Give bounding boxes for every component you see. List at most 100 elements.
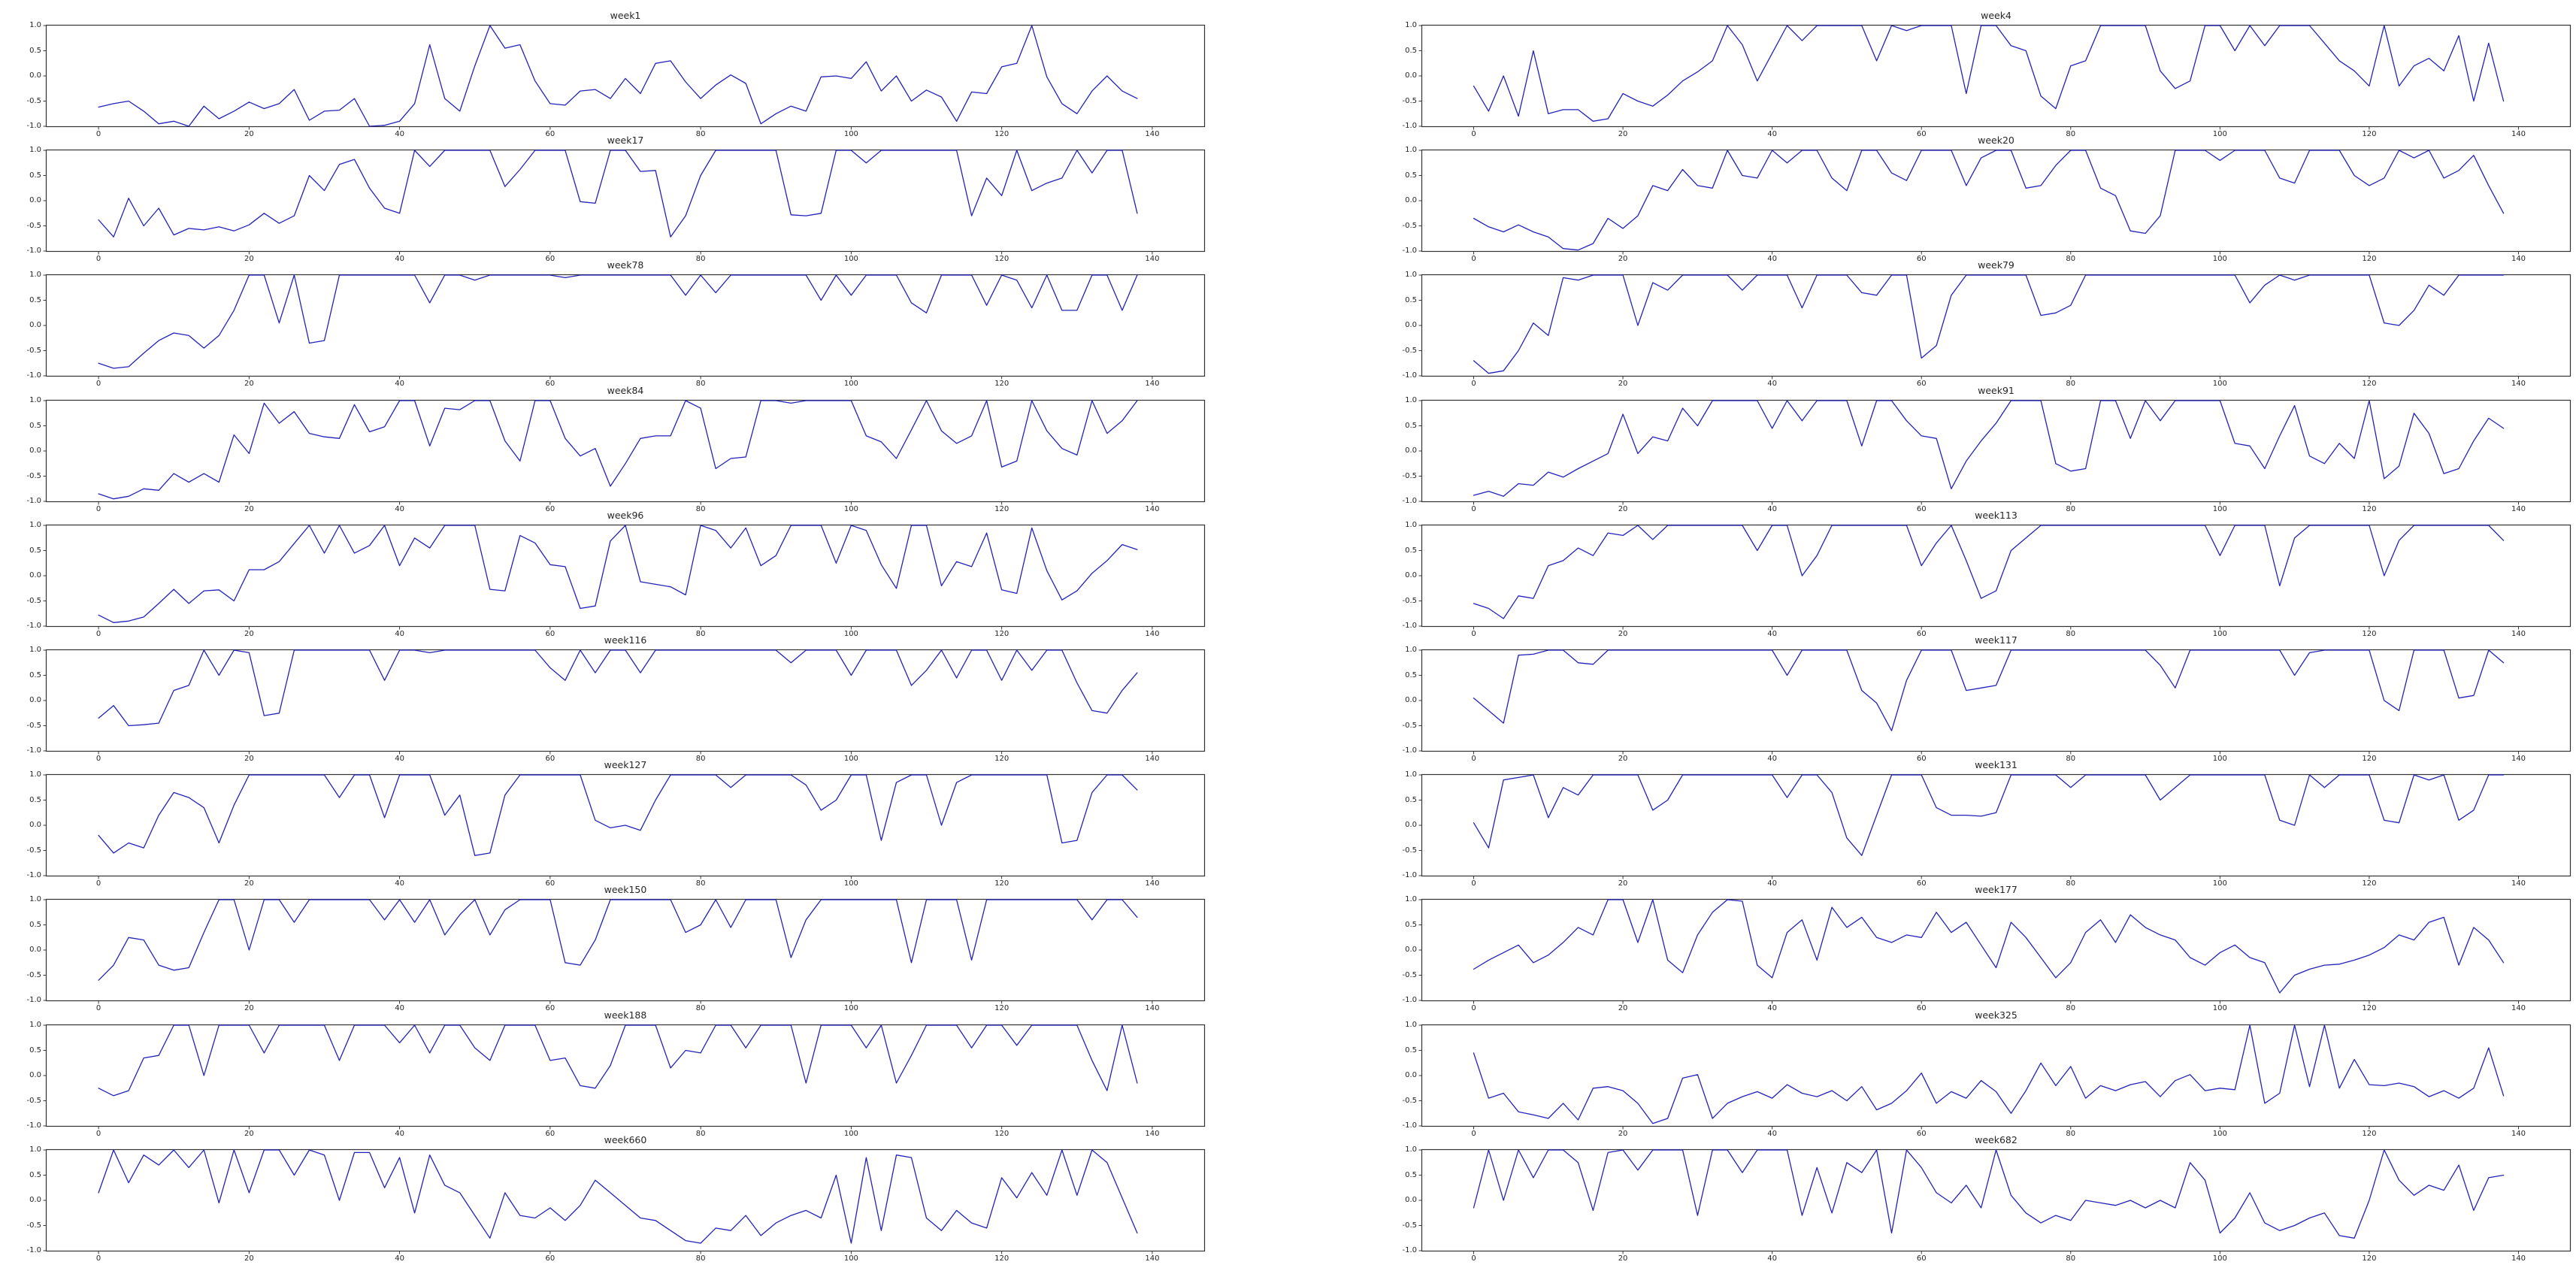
x-tick-label: 60 [545,505,555,513]
y-tick-label: 0.5 [1405,920,1417,929]
x-tick-label: 120 [2362,255,2377,263]
y-tick-label: -1.0 [26,247,41,255]
x-tick-label: 40 [395,1004,404,1012]
y-tick-label: -1.0 [1402,497,1417,505]
y-tick-label: 1.0 [1405,1021,1417,1029]
x-tick-label: 40 [395,130,404,138]
x-tick-label: 80 [695,255,706,263]
y-tick-label: 0.0 [1405,696,1417,704]
chart-panel: week177 0 20 40 60 80 100 120 140 1.0 0.5 0.0 -0.5 -… [1402,884,2571,1012]
y-tick-label: 0.5 [1405,795,1417,804]
x-tick-label: 0 [1471,630,1476,638]
x-tick-label: 20 [244,1130,254,1138]
y-tick-label: -1.0 [1402,1121,1417,1130]
x-tick-label: 40 [395,255,404,263]
plot-area [1418,274,2571,380]
plot-area [43,649,1206,755]
x-tick-label: 100 [2212,255,2227,263]
chart-title: week4 [1981,10,2011,21]
x-tick-label: 20 [1618,380,1628,388]
chart-title: week1 [610,10,641,21]
x-tick-label: 140 [2511,255,2526,263]
y-tick-label: -0.5 [1402,1221,1417,1230]
plot-area [43,1024,1206,1130]
x-tick-label: 140 [2511,1254,2526,1263]
x-tick-label: 60 [1916,130,1927,138]
y-tick-label: -0.5 [26,846,41,855]
plot-frame [1421,898,2571,1002]
y-tick-label: 0.0 [1405,1071,1417,1079]
y-tick-label: -0.5 [1402,1096,1417,1105]
plot-frame [1421,1024,2571,1127]
x-tick-label: 120 [994,130,1010,138]
x-tick-label: 140 [2511,505,2526,513]
y-tick-label: 0.5 [29,171,41,180]
x-tick-label: 0 [1471,380,1476,388]
y-tick-label: 1.0 [1405,895,1417,903]
x-tick-label: 60 [545,255,555,263]
x-tick-label: 120 [994,255,1010,263]
y-tick-label: -0.5 [1402,721,1417,730]
x-tick-label: 0 [95,1254,101,1263]
x-tick-label: 100 [2212,879,2227,888]
x-tick-label: 120 [994,505,1010,513]
x-tick-label: 140 [1145,1004,1160,1012]
x-tick-label: 100 [843,505,858,513]
y-tick-label: -1.0 [26,871,41,879]
x-tick-label: 0 [95,1130,101,1138]
y-tick-label: -0.5 [1402,970,1417,979]
chart-panel: week131 0 20 40 60 80 100 120 140 1.0 0.5 0.0 -0.5 -… [1402,759,2571,888]
chart-panel: week660 0 20 40 60 80 100 120 140 1.0 0.5 0.0 -0.5 -… [26,1134,1206,1263]
x-tick-label: 40 [395,755,404,763]
x-tick-label: 20 [1618,505,1628,513]
x-tick-label: 0 [95,630,101,638]
y-tick-label: -0.5 [26,721,41,730]
y-tick-label: 0.0 [1405,821,1417,829]
y-tick-label: 0.0 [29,1196,41,1204]
x-tick-label: 60 [1916,380,1927,388]
x-tick-label: 120 [2362,505,2377,513]
y-tick-label: -1.0 [26,1121,41,1130]
y-tick-label: 1.0 [1405,770,1417,779]
plot-frame [1421,524,2571,628]
plot-frame [45,1148,1206,1252]
x-tick-label: 0 [95,1004,101,1012]
chart-panel: week682 0 20 40 60 80 100 120 140 1.0 0.5 0.0 -0.5 -… [1402,1134,2571,1263]
y-tick-label: 0.5 [1405,421,1417,430]
plot-frame [45,149,1206,253]
plot-frame [45,274,1206,377]
x-tick-label: 20 [1618,630,1628,638]
chart-title: week325 [1975,1009,2018,1021]
x-tick-label: 140 [1145,255,1160,263]
x-tick-label: 100 [843,1130,858,1138]
x-tick-label: 140 [1145,130,1160,138]
x-tick-label: 80 [2066,1004,2076,1012]
y-tick-label: -1.0 [26,1246,41,1254]
plot-frame [1421,149,2571,253]
series-line [1473,1149,2505,1239]
y-tick-label: 0.0 [1405,321,1417,329]
y-tick-label: -0.5 [1402,846,1417,855]
y-tick-label: 1.0 [1405,1145,1417,1154]
chart-title: week682 [1975,1134,2018,1145]
y-tick-label: -0.5 [26,970,41,979]
x-tick-label: 120 [2362,879,2377,888]
chart-panel: week84 0 20 40 60 80 100 120 140 1.0 0.5 0.0 -0.5 -1… [26,385,1206,513]
y-tick-label: 0.0 [29,196,41,204]
x-tick-label: 0 [95,505,101,513]
y-tick-label: -1.0 [1402,871,1417,879]
y-tick-label: -1.0 [1402,122,1417,130]
y-tick-label: 1.0 [1405,21,1417,29]
y-tick-label: 1.0 [29,521,41,529]
y-tick-label: -0.5 [26,1221,41,1230]
x-tick-label: 100 [843,380,858,388]
plot-frame [1421,399,2571,503]
series-line [98,1024,1138,1097]
y-tick-label: 0.0 [29,321,41,329]
x-tick-label: 60 [1916,505,1927,513]
y-tick-label: 0.5 [29,421,41,430]
y-tick-label: 0.5 [1405,670,1417,679]
x-tick-label: 80 [2066,380,2076,388]
y-tick-label: 0.5 [1405,295,1417,304]
y-tick-label: -0.5 [26,596,41,605]
